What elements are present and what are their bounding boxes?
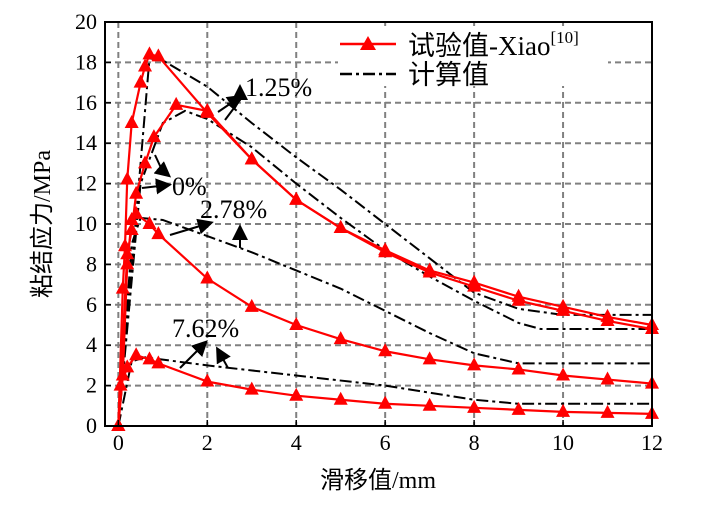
series-line-experimental (117, 212, 653, 427)
data-point-triangle (142, 46, 157, 60)
data-point-triangle (138, 155, 153, 169)
data-point-triangle (124, 115, 139, 128)
data-point-triangle (511, 401, 526, 415)
data-point-triangle (244, 381, 259, 395)
svg-text:试验值-Xiao[10]: 试验值-Xiao[10] (408, 28, 579, 61)
data-point-triangle (289, 191, 304, 205)
axis-ticks: 0 2 4 6 8 10 12 0 2 4 6 8 10 12 14 16 18 20 (75, 9, 663, 455)
data-point-triangle (556, 298, 571, 312)
legend-superscript: [10] (550, 28, 578, 47)
data-point-triangle (129, 347, 144, 361)
data-point-triangle (120, 256, 135, 270)
data-point-triangle (422, 351, 437, 365)
data-point-triangle (378, 242, 393, 256)
data-point-triangle (467, 399, 482, 413)
data-point-triangle (244, 151, 259, 165)
data-point-triangle (120, 246, 135, 260)
x-tick-label: 12 (641, 430, 663, 455)
x-axis-label: 滑移值/mm (320, 467, 436, 494)
legend-label-calculated: 计算值 (408, 60, 489, 90)
data-point-triangle (146, 129, 161, 143)
y-tick-label: 16 (75, 90, 97, 115)
y-tick-label: 4 (86, 332, 97, 357)
data-point-triangle (511, 288, 526, 302)
series-line-calculated (117, 57, 652, 427)
data-point-triangle (556, 367, 571, 381)
data-point-triangle (556, 403, 571, 417)
data-point-triangle (151, 355, 166, 369)
data-point-triangle (129, 185, 144, 199)
data-point-triangle (133, 74, 148, 88)
annotation-arrow (169, 218, 214, 236)
data-point-triangle (289, 387, 304, 401)
x-tick-label: 6 (380, 430, 391, 455)
series-line-experimental (117, 103, 653, 427)
data-point-triangle (138, 58, 153, 72)
data-point-triangle (113, 377, 128, 391)
data-point-triangle (600, 371, 615, 385)
data-point-triangle (151, 226, 166, 240)
data-point-triangle (333, 220, 348, 234)
annotation-arrow (153, 154, 172, 178)
annotation-arrow (179, 340, 208, 369)
data-point-triangle (142, 216, 157, 229)
annotation-arrow (141, 178, 172, 195)
data-point-triangle (120, 171, 135, 185)
data-point-triangle (378, 395, 393, 409)
annotation-label: 0% (172, 172, 207, 201)
data-point-triangle (467, 357, 482, 371)
data-point-triangle (200, 270, 215, 284)
x-tick-label: 2 (202, 430, 213, 455)
data-point-triangle (289, 317, 304, 330)
data-point-triangle (422, 397, 437, 411)
annotation-arrow (217, 94, 244, 113)
data-point-triangle (511, 361, 526, 375)
y-tick-label: 14 (75, 130, 97, 155)
legend-triangle-marker (360, 36, 376, 50)
y-tick-label: 20 (75, 9, 97, 34)
x-tick-label: 10 (552, 430, 574, 455)
y-tick-label: 6 (86, 292, 97, 317)
annotations: 1.25% 0% 2.78% 7.62% (141, 73, 312, 369)
data-point-triangle (200, 102, 215, 116)
data-point-triangle (333, 331, 348, 345)
y-tick-label: 8 (86, 251, 97, 276)
data-point-triangle (422, 262, 437, 276)
legend-label-experimental: 试验值-Xiao (408, 31, 550, 61)
y-tick-label: 2 (86, 373, 97, 398)
data-point-triangle (378, 343, 393, 357)
data-point-triangle (600, 308, 615, 322)
data-point-triangle (142, 351, 157, 365)
data-point-triangle (200, 373, 215, 387)
annotation-label: 2.78% (200, 195, 267, 224)
data-point-triangle (600, 404, 615, 418)
x-tick-label: 0 (113, 430, 124, 455)
data-point-triangle (115, 367, 130, 381)
data-point-triangle (129, 205, 144, 219)
annotation-arrow (216, 346, 231, 369)
y-tick-label: 18 (75, 49, 97, 74)
annotation-label: 1.25% (245, 73, 312, 102)
data-point-triangle (467, 274, 482, 288)
y-tick-label: 10 (75, 211, 97, 236)
x-tick-label: 4 (291, 430, 302, 455)
y-tick-label: 12 (75, 171, 97, 196)
legend: 试验值-Xiao[10] 计算值 (338, 26, 608, 90)
data-point-triangle (169, 96, 184, 110)
series-line-calculated (117, 109, 652, 427)
y-tick-label: 0 (86, 413, 97, 438)
data-point-triangle (333, 391, 348, 405)
y-axis-label: 粘结应力/MPa (29, 150, 56, 298)
data-point-triangle (151, 48, 166, 62)
annotation-label: 7.62% (172, 314, 239, 343)
x-tick-label: 8 (469, 430, 480, 455)
data-point-triangle (120, 359, 135, 373)
data-point-triangle (244, 298, 259, 312)
